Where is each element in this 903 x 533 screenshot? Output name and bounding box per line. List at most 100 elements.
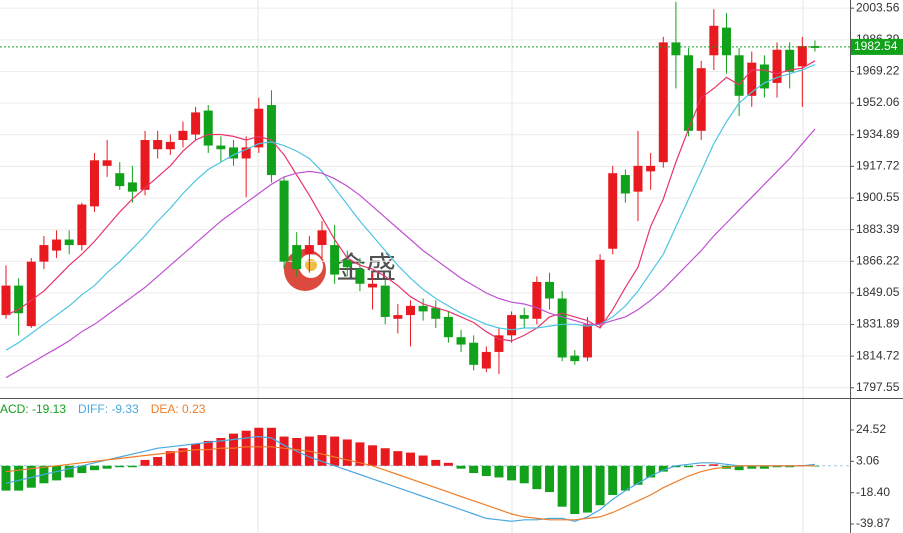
macd-bar <box>595 465 605 506</box>
macd-bar <box>77 465 87 474</box>
candle-body <box>140 140 150 190</box>
macd-bar <box>709 464 719 466</box>
candle-body <box>127 182 137 192</box>
candle-body <box>165 141 175 150</box>
candle-body <box>494 335 504 352</box>
moving-average-line <box>5 128 816 379</box>
macd-bar <box>557 465 567 507</box>
candle-body <box>229 147 239 159</box>
macd-bar <box>127 465 137 468</box>
macd-bar <box>658 465 668 472</box>
macd-bar <box>532 465 542 490</box>
candle-body <box>684 55 694 131</box>
candle-body <box>545 281 555 299</box>
macd-bar <box>772 465 782 468</box>
candle-body <box>734 55 744 96</box>
candle-body <box>519 315 529 319</box>
y-tick-label: 1969.22 <box>856 64 900 78</box>
candle-body <box>216 145 226 150</box>
y-tick-label: 24.52 <box>856 422 886 436</box>
candle-body <box>77 204 87 246</box>
macd-bar <box>620 465 630 491</box>
candle-body <box>153 140 163 150</box>
watermark-logo <box>305 259 317 271</box>
candle-body <box>254 108 264 148</box>
macd-bar <box>330 436 340 466</box>
y-tick-label: 1849.05 <box>856 285 900 299</box>
candle-body <box>89 160 99 207</box>
macd-bar <box>443 462 453 466</box>
macd-bar <box>747 465 757 469</box>
candle-body <box>595 259 605 325</box>
macd-bar <box>418 455 428 466</box>
macd-bar <box>1 465 11 491</box>
macd-bar <box>759 465 769 469</box>
candle-body <box>368 283 378 288</box>
candle-body <box>292 245 302 270</box>
candle-body <box>355 269 365 284</box>
macd-bar <box>684 465 694 468</box>
macd-bar <box>191 443 201 466</box>
macd-bar <box>671 465 681 468</box>
moving-average-line <box>5 60 816 342</box>
macd-bar <box>89 465 99 471</box>
last-price-label: 1982.54 <box>854 39 898 53</box>
macd-bar <box>646 465 656 478</box>
candle-body <box>582 324 592 358</box>
candle-body <box>709 25 719 56</box>
macd-bar <box>140 459 150 466</box>
candle-body <box>39 245 49 262</box>
candle-body <box>456 337 466 345</box>
candle-body <box>570 355 580 362</box>
watermark-text: 金盛 <box>336 252 396 285</box>
candle-body <box>393 315 403 319</box>
macd-bar <box>165 451 175 466</box>
macd-bar <box>582 465 592 513</box>
y-tick-label: 1814.72 <box>856 348 900 362</box>
candle-body <box>405 305 415 316</box>
candle-body <box>64 239 74 246</box>
macd-bar <box>102 465 112 469</box>
candle-body <box>797 46 807 67</box>
macd-line <box>5 446 815 521</box>
macd-bar <box>405 452 415 466</box>
candle-body <box>608 173 618 249</box>
candle-body <box>52 239 62 251</box>
y-tick-label: 1900.55 <box>856 190 900 204</box>
macd-bar <box>494 465 504 478</box>
macd-bar <box>696 465 706 466</box>
y-tick-label: 1917.72 <box>856 159 900 173</box>
candle-body <box>646 165 656 172</box>
macd-bar <box>734 465 744 471</box>
macd-bar <box>241 430 251 466</box>
legend-item: DIFF: -9.33 <box>78 402 139 416</box>
candle-body <box>633 165 643 192</box>
candle-body <box>14 285 24 314</box>
y-tick-label: 1934.89 <box>856 127 900 141</box>
macd-bar <box>317 435 327 466</box>
macd-bar <box>279 436 289 466</box>
macd-bar <box>64 465 74 478</box>
y-tick-label: 1883.39 <box>856 222 900 236</box>
macd-bar <box>481 465 491 476</box>
macd-bar <box>608 465 618 495</box>
moving-average-line <box>5 63 816 351</box>
y-tick-label: 1952.06 <box>856 95 900 109</box>
candle-body <box>810 46 820 48</box>
y-tick-label: 3.06 <box>856 453 880 467</box>
candle-body <box>443 316 453 338</box>
candle-body <box>721 27 731 56</box>
candle-body <box>317 230 327 246</box>
macd-bar <box>178 448 188 466</box>
macd-bar <box>292 438 302 466</box>
last-price-box <box>851 38 903 55</box>
candle-body <box>203 110 213 146</box>
macd-bar <box>633 465 643 485</box>
candle-body <box>507 315 517 336</box>
y-tick-label: 1797.55 <box>856 380 900 394</box>
macd-bar <box>342 439 352 466</box>
candle-body <box>481 351 491 369</box>
legend-item: DEA: 0.23 <box>151 402 206 416</box>
macd-bar <box>26 465 36 488</box>
legend-item: ACD: -19.13 <box>0 402 66 416</box>
